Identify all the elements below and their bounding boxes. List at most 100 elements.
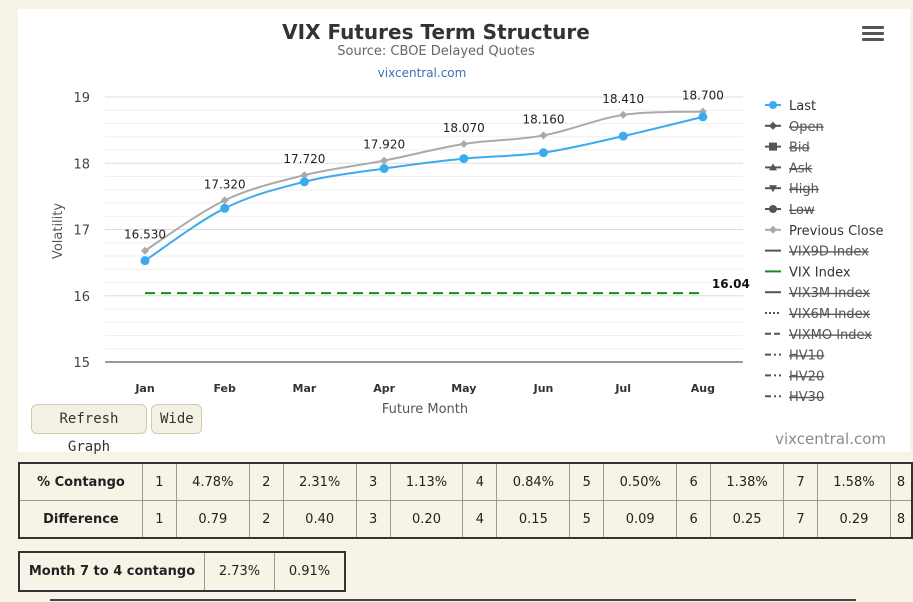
x-tick-label: Apr [373, 382, 395, 395]
y-tick-label: 17 [73, 224, 90, 239]
legend-item[interactable]: VIX9D Index [765, 245, 869, 260]
legend-label: Previous Close [789, 224, 884, 239]
last-point[interactable] [459, 154, 469, 164]
legend-label: High [789, 182, 819, 197]
y-axis-label: Volatility [51, 203, 66, 259]
legend-label: VIXMO Index [789, 328, 872, 343]
last-point[interactable] [618, 131, 628, 141]
legend: Last Open Bid Ask High Low Previous Close VIX9D… [765, 99, 884, 405]
month-index-cell: 1 [141, 462, 177, 501]
previous-close-point[interactable] [300, 171, 309, 180]
data-label: 18.160 [523, 112, 565, 126]
table-row: Month 7 to 4 contango 2.73% 0.91% [18, 551, 346, 592]
legend-item[interactable]: VIXMO Index [765, 328, 872, 343]
legend-item[interactable]: Bid [765, 141, 810, 156]
month-index-cell: 3 [355, 500, 391, 539]
month-index-cell: 5 [569, 500, 605, 539]
month-index-cell: 3 [355, 462, 391, 501]
legend-item[interactable]: Low [765, 203, 815, 218]
legend-marker [769, 101, 777, 109]
value-cell: 0.79 [175, 500, 250, 539]
series-layer: 16.04 16.530 17.320 17.720 17.920 18.070 18.16… [124, 89, 750, 295]
month-index-cell: 1 [141, 500, 177, 539]
legend-label: Low [789, 203, 815, 218]
legend-item[interactable]: VIX Index [765, 265, 851, 280]
legend-label: Last [789, 99, 816, 114]
legend-label: VIX6M Index [789, 307, 870, 322]
value-cell: 1.38% [710, 462, 785, 501]
brand-credit[interactable]: vixcentral.com [775, 430, 886, 448]
last-point[interactable] [220, 203, 230, 213]
month-index-cell: 8 [889, 500, 912, 539]
wide-button[interactable]: Wide [151, 404, 202, 434]
last-point[interactable] [698, 112, 708, 122]
legend-label: VIX3M Index [789, 286, 870, 301]
legend-label: Ask [789, 161, 813, 176]
last-point[interactable] [379, 164, 389, 174]
chart-subtitle-link[interactable]: vixcentral.com [378, 66, 467, 80]
month-index-cell: 5 [569, 462, 605, 501]
data-label: 18.070 [443, 121, 485, 135]
month-index-cell: 2 [248, 462, 284, 501]
previous-close-point[interactable] [380, 156, 389, 165]
previous-close-point[interactable] [220, 196, 229, 205]
legend-label: HV30 [789, 390, 824, 405]
value-cell: 0.84% [496, 462, 571, 501]
legend-label: Bid [789, 141, 810, 156]
x-tick-label: Jan [134, 382, 154, 395]
hamburger-menu-icon[interactable] [860, 23, 886, 45]
data-label: 17.720 [283, 152, 325, 166]
x-tick-label: May [451, 382, 476, 395]
month-7-to-4-value: 0.91% [274, 551, 346, 592]
x-axis-label: Future Month [382, 402, 468, 417]
y-tick-label: 16 [73, 290, 90, 305]
legend-marker [769, 205, 777, 213]
y-tick-label: 18 [73, 157, 90, 172]
previous-close-point[interactable] [539, 131, 548, 140]
value-cell: 0.15 [496, 500, 571, 539]
value-cell: 1.58% [816, 462, 891, 501]
legend-marker [769, 163, 777, 171]
x-tick-label: Jul [614, 382, 631, 395]
month-7-to-4-percent: 2.73% [204, 551, 275, 592]
last-point[interactable] [140, 256, 150, 266]
menu-bar [862, 26, 884, 29]
value-cell: 0.50% [603, 462, 678, 501]
chart-subtitle: Source: CBOE Delayed Quotes [337, 44, 535, 59]
legend-item[interactable]: Last [765, 99, 816, 114]
legend-marker [769, 121, 777, 130]
previous-close-line [144, 110, 703, 252]
previous-close-point[interactable] [141, 246, 149, 255]
legend-item[interactable]: Ask [765, 161, 813, 176]
legend-item[interactable]: VIX6M Index [765, 307, 870, 322]
divider [50, 599, 856, 601]
value-cell: 0.09 [603, 500, 678, 539]
legend-item[interactable]: HV30 [765, 390, 824, 405]
legend-item[interactable]: High [765, 182, 819, 197]
data-label: 17.920 [363, 138, 405, 152]
value-cell: 4.78% [175, 462, 250, 501]
chart-panel: VIX Futures Term Structure Source: CBOE … [18, 9, 910, 455]
legend-item[interactable]: Previous Close [765, 224, 884, 239]
row-header: % Contango [18, 462, 143, 501]
last-point[interactable] [299, 177, 309, 187]
data-label: 18.700 [682, 89, 724, 103]
refresh-graph-button[interactable]: Refresh Graph [31, 404, 147, 455]
legend-marker [769, 185, 777, 193]
legend-item[interactable]: VIX3M Index [765, 286, 870, 301]
previous-close-point[interactable] [619, 110, 628, 119]
value-cell: 0.40 [282, 500, 357, 539]
legend-item[interactable]: HV10 [765, 349, 824, 364]
value-cell: 0.20 [389, 500, 464, 539]
month-index-cell: 7 [783, 462, 818, 501]
month-index-cell: 6 [676, 500, 712, 539]
legend-item[interactable]: HV20 [765, 369, 824, 384]
last-point[interactable] [539, 148, 548, 158]
legend-label: HV20 [789, 369, 824, 384]
previous-close-point[interactable] [459, 140, 468, 149]
table-row: % Contango 1 4.78% 2 2.31% 3 1.13% 4 0.84% 5 0.50%… [18, 462, 912, 501]
y-tick-label: 15 [73, 356, 90, 371]
legend-item[interactable]: Open [765, 120, 824, 135]
data-label: 16.530 [124, 228, 166, 242]
data-label: 17.320 [204, 177, 246, 191]
